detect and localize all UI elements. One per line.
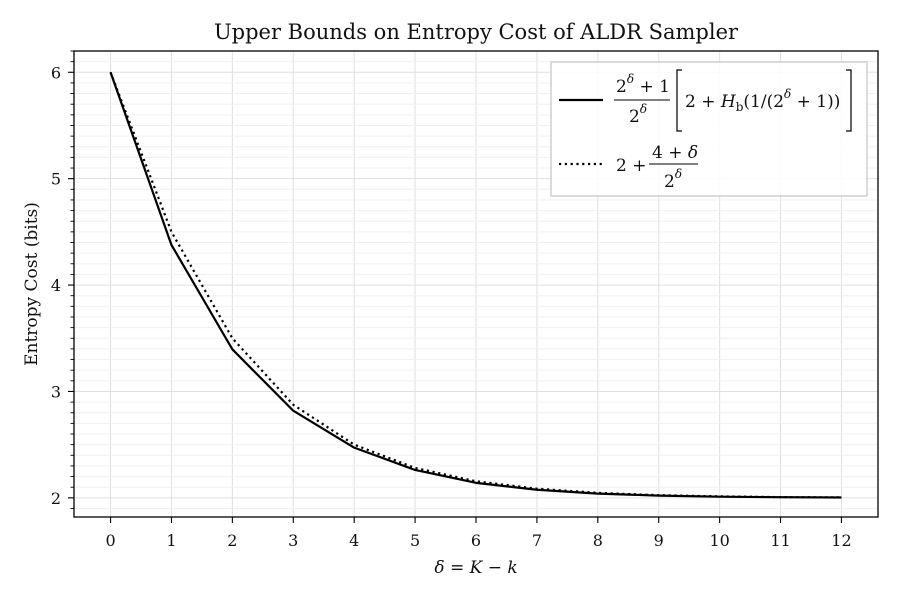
legend-frame: [550, 61, 868, 197]
legend: 2δ + 1 2δ 2 + Hb(1/(2δ + 1)) 2 + 4 + δ 2…: [550, 61, 868, 197]
y-tick-label: 3: [51, 382, 61, 401]
x-tick-label: 8: [593, 531, 603, 550]
y-tick-label: 4: [51, 276, 61, 295]
x-tick-label: 11: [770, 531, 790, 550]
svg-text:4 + δ: 4 + δ: [652, 143, 698, 163]
x-tick-label: 4: [349, 531, 359, 550]
x-tick-label: 10: [709, 531, 729, 550]
y-tick-label: 2: [51, 489, 61, 508]
series-line-solid: [109, 71, 842, 499]
svg-text:2δ + 1: 2δ + 1: [616, 72, 670, 97]
legend-entry-dotted: 2 + 4 + δ 2δ: [616, 143, 698, 192]
x-tick-label: 12: [831, 531, 851, 550]
x-tick-label: 5: [410, 531, 420, 550]
x-axis: 0 1 2 3 4 5 6 7 8 9 10 11 12: [105, 517, 852, 550]
x-tick-label: 6: [471, 531, 481, 550]
x-tick-label: 2: [227, 531, 237, 550]
x-axis-label: δ = K − k: [434, 558, 517, 578]
y-tick-label: 6: [51, 63, 61, 82]
legend-entry-solid: 2δ + 1 2δ 2 + Hb(1/(2δ + 1)): [614, 69, 852, 132]
x-tick-label: 7: [532, 531, 542, 550]
svg-text:2 + Hb(1/(2δ + 1)): 2 + Hb(1/(2δ + 1)): [685, 87, 840, 114]
y-axis: 2 3 4 5 6: [51, 50, 74, 509]
x-tick-label: 0: [105, 531, 115, 550]
series-layer: [109, 71, 842, 499]
chart-title: Upper Bounds on Entropy Cost of ALDR Sam…: [214, 20, 739, 44]
y-tick-label: 5: [51, 170, 61, 189]
x-tick-label: 3: [288, 531, 298, 550]
x-tick-label: 9: [654, 531, 664, 550]
x-tick-label: 1: [166, 531, 176, 550]
svg-text:2 +: 2 +: [616, 156, 646, 176]
y-axis-label: Entropy Cost (bits): [22, 202, 42, 366]
